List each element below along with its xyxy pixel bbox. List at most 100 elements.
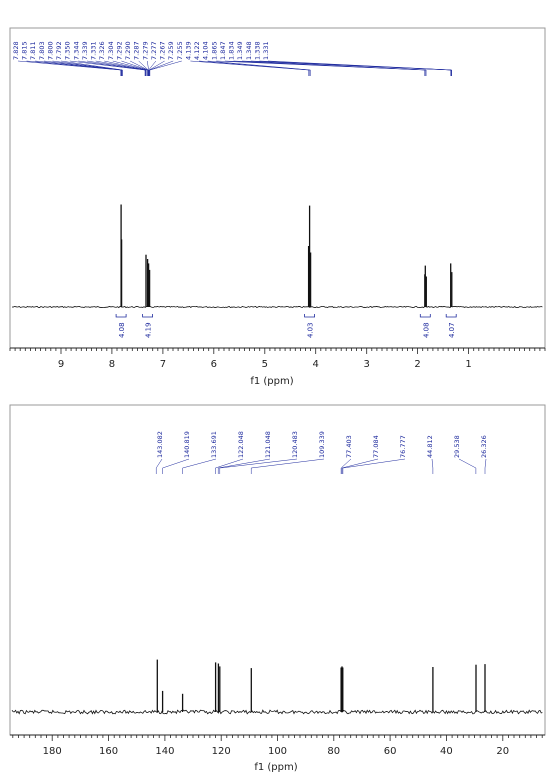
proton-peak-label-5: 7.792 <box>55 41 63 60</box>
proton-peak-connector-16 <box>148 60 157 76</box>
proton-integrals: 4.08 4.19 4.03 4.08 4.07 <box>115 314 457 338</box>
carbon-peak-label-12: 26.326 <box>480 435 488 458</box>
carbon-baseline <box>11 709 543 715</box>
proton-peak-label-27: 1.348 <box>245 41 253 60</box>
carbon-peak-connector-3 <box>215 458 244 474</box>
carbon-peak-label-2: 133.691 <box>210 431 218 458</box>
proton-integral-bracket-2 <box>304 314 315 318</box>
proton-peak-connector-22 <box>207 60 311 76</box>
carbon-peak-label-0: 143.082 <box>156 431 164 458</box>
proton-plot-frame <box>9 27 546 349</box>
carbon-peak-label-3: 122.048 <box>237 431 245 458</box>
proton-peak-label-15: 7.279 <box>141 41 149 60</box>
proton-peak-connector-29 <box>267 60 452 76</box>
carbon-peak-connector-12 <box>484 458 487 474</box>
proton-peak-connector-25 <box>233 60 427 76</box>
proton-x-axis: 9 8 7 6 5 4 3 2 1 <box>9 348 546 370</box>
carbon-tick-label-7: 40 <box>440 746 453 757</box>
carbon-tick-label-6: 60 <box>384 746 397 757</box>
proton-peak-label-25: 1.834 <box>228 41 236 60</box>
proton-peak-label-6: 7.350 <box>64 41 72 60</box>
carbon-peak-connector-8 <box>341 458 379 474</box>
carbon-tick-label-5: 80 <box>327 746 340 757</box>
proton-integral-value-3: 4.08 <box>422 322 430 338</box>
carbon-tick-label-3: 120 <box>212 746 231 757</box>
carbon-peak-label-9: 76.777 <box>399 435 407 458</box>
carbon-peak-connector-9 <box>342 458 406 474</box>
proton-peak-label-2: 7.811 <box>29 41 37 60</box>
proton-tick-label-7: 2 <box>414 359 420 370</box>
proton-peak-label-4: 7.800 <box>47 41 55 60</box>
proton-peak-label-19: 7.255 <box>176 41 184 60</box>
carbon-peak-connector-10 <box>431 458 434 474</box>
proton-tick-label-3: 6 <box>211 359 217 370</box>
proton-peak-label-7: 7.344 <box>72 41 80 60</box>
proton-peak-label-17: 7.267 <box>159 41 167 60</box>
proton-integral-value-4: 4.07 <box>448 322 456 338</box>
proton-peak-label-1: 7.815 <box>21 41 29 60</box>
proton-tick-label-5: 4 <box>313 359 319 370</box>
proton-tick-label-1: 8 <box>109 359 115 370</box>
proton-peak-label-28: 1.338 <box>253 41 261 60</box>
proton-peaks <box>11 204 543 309</box>
carbon-tick-label-8: 20 <box>496 746 509 757</box>
carbon-tick-label-1: 160 <box>99 746 118 757</box>
proton-peak-connector-19 <box>149 60 182 76</box>
proton-peak-label-22: 4.104 <box>202 41 210 60</box>
carbon-peak-label-4: 121.048 <box>264 431 272 458</box>
carbon-tick-label-2: 140 <box>155 746 174 757</box>
proton-peak-connector-10 <box>104 60 147 76</box>
proton-tick-label-2: 7 <box>160 359 166 370</box>
carbon-peak-label-1: 140.819 <box>183 431 191 458</box>
carbon-peak-connector-2 <box>182 458 217 474</box>
carbon-tick-label-0: 180 <box>43 746 62 757</box>
proton-peak-label-29: 1.331 <box>262 41 270 60</box>
carbon-tick-label-4: 100 <box>268 746 287 757</box>
proton-peak-label-14: 7.287 <box>133 41 141 60</box>
proton-peak-labels: 7.828 7.815 7.811 7.803 7.800 7.792 7.350 7.344… <box>12 41 452 76</box>
carbon-nmr-spectrum: 143.082 140.819 133.691 122.048 121.048 120.4… <box>9 404 546 773</box>
carbon-peak-label-6: 109.339 <box>318 431 326 458</box>
proton-integral-bracket-1 <box>142 314 153 318</box>
proton-integral-bracket-4 <box>445 314 457 318</box>
proton-baseline <box>11 305 543 309</box>
proton-peak-label-10: 7.326 <box>98 41 106 60</box>
proton-peak-label-20: 4.139 <box>184 41 192 60</box>
proton-tick-label-8: 1 <box>465 359 471 370</box>
carbon-peak-connector-7 <box>340 458 352 474</box>
proton-tick-label-6: 3 <box>364 359 370 370</box>
carbon-peak-label-10: 44.812 <box>426 435 434 458</box>
carbon-peak-label-5: 120.483 <box>291 431 299 458</box>
proton-peak-label-24: 1.847 <box>219 41 227 60</box>
carbon-peak-connector-5 <box>219 458 298 474</box>
carbon-peak-label-11: 29.538 <box>453 435 461 458</box>
proton-tick-label-4: 5 <box>262 359 268 370</box>
carbon-peak-labels: 143.082 140.819 133.691 122.048 121.048 120.4… <box>155 431 488 474</box>
proton-integral-bracket-0 <box>115 314 127 318</box>
proton-nmr-spectrum: 7.828 7.815 7.811 7.803 7.800 7.792 7.350 7.344… <box>9 27 546 387</box>
carbon-peaks <box>11 659 543 715</box>
carbon-peak-connector-6 <box>250 458 325 474</box>
proton-integral-value-1: 4.19 <box>145 322 153 338</box>
carbon-peak-label-8: 77.084 <box>372 435 380 458</box>
carbon-peak-connector-0 <box>155 458 163 474</box>
proton-peak-label-0: 7.828 <box>12 41 20 60</box>
proton-peak-label-23: 1.865 <box>210 41 218 60</box>
proton-integral-value-0: 4.08 <box>118 322 126 338</box>
proton-integral-bracket-3 <box>419 314 431 318</box>
carbon-peak-connector-11 <box>458 458 477 474</box>
proton-peak-connector-14 <box>138 60 149 76</box>
proton-peak-label-18: 7.259 <box>167 41 175 60</box>
carbon-peak-label-7: 77.403 <box>345 435 353 458</box>
proton-peak-label-26: 1.349 <box>236 41 244 60</box>
proton-peak-label-9: 7.331 <box>90 41 98 60</box>
proton-peak-label-13: 7.290 <box>124 41 132 60</box>
proton-peak-label-12: 7.292 <box>115 41 123 60</box>
proton-peak-label-21: 4.122 <box>193 41 201 60</box>
proton-peak-label-11: 7.304 <box>107 41 115 60</box>
proton-peak-label-8: 7.339 <box>81 41 89 60</box>
proton-peak-label-3: 7.803 <box>38 41 46 60</box>
carbon-x-axis: 180 160 140 120 100 80 60 40 20 <box>12 735 543 757</box>
carbon-peak-connector-4 <box>217 458 271 474</box>
